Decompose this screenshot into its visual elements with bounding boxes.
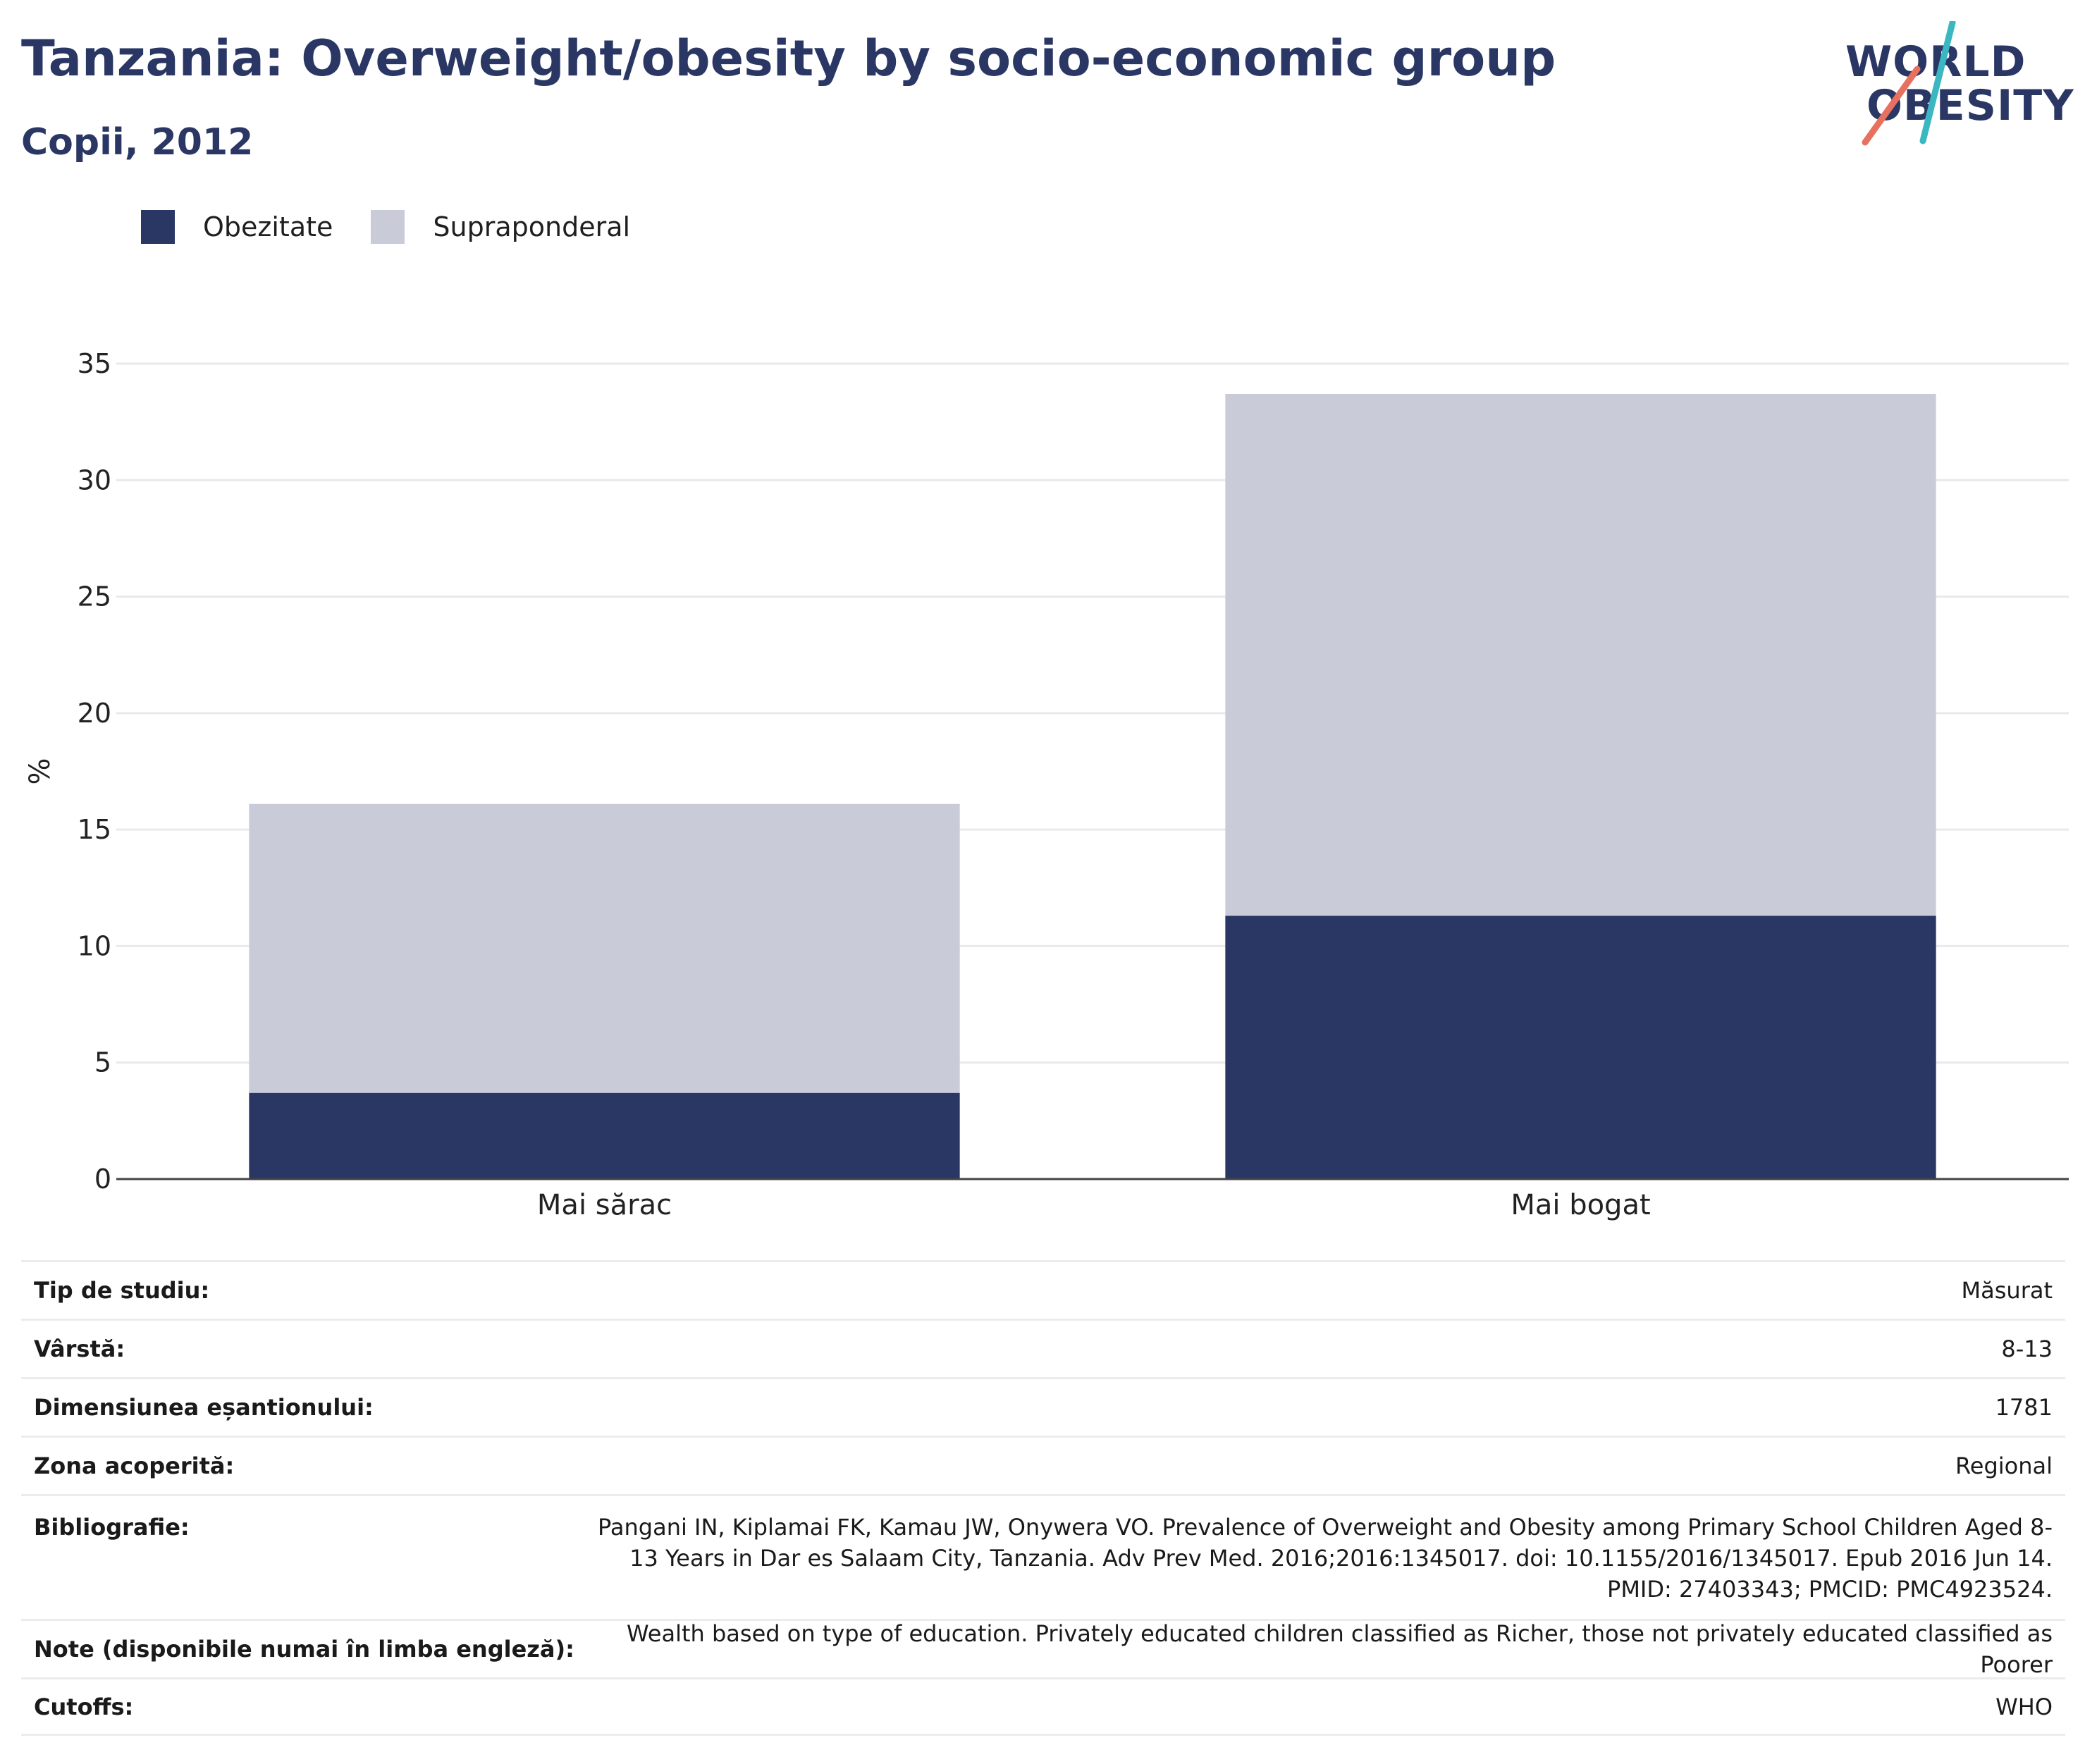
row-key: Tip de studiu: xyxy=(34,1277,210,1304)
row-key: Bibliografie: xyxy=(34,1514,190,1541)
row-key: Cutoffs: xyxy=(34,1693,134,1720)
legend-label-supraponderal: Supraponderal xyxy=(433,211,631,242)
row-key: Zona acoperită: xyxy=(34,1452,235,1479)
y-tick-label: 20 xyxy=(78,698,111,729)
y-tick-label: 0 xyxy=(94,1164,111,1195)
logo-slash-teal xyxy=(1919,21,1956,144)
stacked-bar-chart: 0 5 10 15 20 25 30 35% Mai sărac Mai bogat xyxy=(24,348,2069,1221)
x-category-label: Mai bogat xyxy=(1511,1189,1650,1221)
table-row: Dimensiunea eșantionului: 1781 xyxy=(21,1377,2065,1436)
legend-item-supraponderal[interactable]: Supraponderal xyxy=(371,210,630,244)
logo-slash-icon xyxy=(1862,21,1956,146)
metadata-table: Tip de studiu: Măsurat Vârstă: 8-13 Dime… xyxy=(21,1260,2065,1736)
logo-line-1: WORLD xyxy=(1845,37,2026,87)
y-tick-label: 5 xyxy=(94,1047,111,1078)
chart-title: Tanzania: Overweight/obesity by socio-ec… xyxy=(21,30,1556,87)
row-value: Pangani IN, Kiplamai FK, Kamau JW, Onywe… xyxy=(598,1514,2053,1603)
chart-subtitle: Copii, 2012 xyxy=(21,121,254,164)
bar-obezitate-0 xyxy=(249,1092,960,1179)
table-row: Cutoffs: WHO xyxy=(21,1677,2065,1736)
row-value: Regional xyxy=(1955,1452,2053,1479)
bar-supraponderal-1 xyxy=(1225,393,1936,916)
y-tick-label: 15 xyxy=(78,814,111,845)
row-value: WHO xyxy=(1995,1693,2053,1720)
y-tick-label: 25 xyxy=(78,581,111,612)
row-key: Note (disponibile numai în limba engleză… xyxy=(34,1636,574,1663)
row-value: Măsurat xyxy=(1961,1277,2053,1304)
bar-supraponderal-0 xyxy=(249,803,960,1093)
row-value: 1781 xyxy=(1995,1394,2053,1421)
table-row: Zona acoperită: Regional xyxy=(21,1436,2065,1494)
world-obesity-logo: WORLD OBESITY xyxy=(1840,21,2074,148)
legend-item-obezitate[interactable]: Obezitate xyxy=(141,210,333,244)
y-tick-label: 35 xyxy=(78,348,111,379)
row-value: Wealth based on type of education. Priva… xyxy=(627,1620,2053,1678)
bar-obezitate-1 xyxy=(1225,915,1936,1179)
legend-swatch-supraponderal xyxy=(371,210,405,244)
x-category-label: Mai sărac xyxy=(537,1189,672,1221)
y-tick-label: 30 xyxy=(78,464,111,495)
legend-label-obezitate: Obezitate xyxy=(203,211,333,242)
y-axis-title: % xyxy=(24,758,56,784)
chart-legend: Obezitate Supraponderal xyxy=(141,210,668,244)
table-row: Vârstă: 8-13 xyxy=(21,1319,2065,1377)
y-tick-label: 10 xyxy=(78,930,111,961)
table-row-bibliography: Bibliografie: Pangani IN, Kiplamai FK, K… xyxy=(21,1494,2065,1619)
logo-slash-coral xyxy=(1862,66,1921,146)
row-value: 8-13 xyxy=(2001,1336,2053,1362)
row-key: Dimensiunea eșantionului: xyxy=(34,1394,374,1421)
table-row: Tip de studiu: Măsurat xyxy=(21,1260,2065,1319)
legend-swatch-obezitate xyxy=(141,210,175,244)
row-key: Vârstă: xyxy=(34,1336,125,1362)
table-row: Note (disponibile numai în limba engleză… xyxy=(21,1619,2065,1678)
